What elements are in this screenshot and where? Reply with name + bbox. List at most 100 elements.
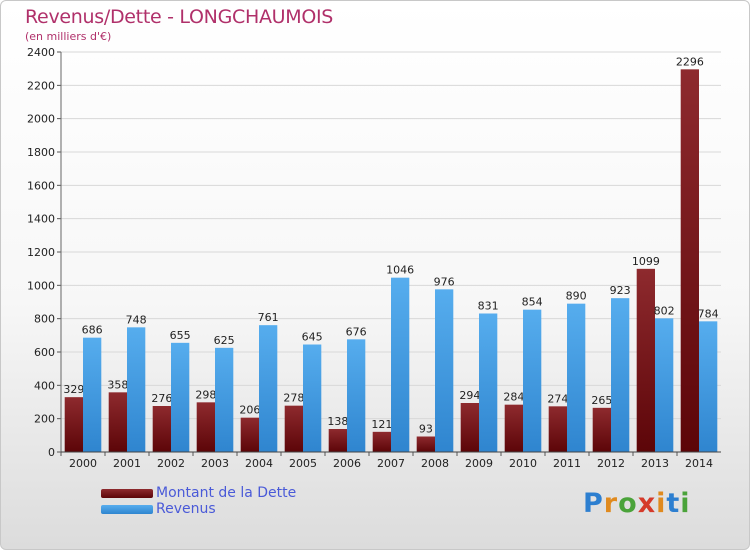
x-tick-label: 2010 [509, 457, 537, 470]
bar-revenus [303, 344, 322, 452]
data-label: 923 [610, 284, 631, 297]
data-label: 93 [419, 423, 433, 436]
bar-dette [64, 397, 83, 452]
bar-dette [152, 406, 171, 452]
x-tick-label: 2006 [333, 457, 361, 470]
x-tick-label: 2014 [685, 457, 713, 470]
x-tick-label: 2005 [289, 457, 317, 470]
data-label: 655 [170, 329, 191, 342]
y-tick-label: 2200 [27, 79, 55, 92]
data-label: 686 [82, 324, 103, 337]
bar-revenus [567, 303, 586, 452]
x-tick-label: 2011 [553, 457, 581, 470]
data-label: 831 [478, 300, 499, 313]
data-label: 676 [346, 325, 367, 338]
bar-revenus [171, 342, 190, 452]
proxiti-logo: Proxiti [583, 488, 691, 519]
bar-dette [240, 417, 259, 452]
bar-dette [548, 406, 567, 452]
data-label: 294 [459, 389, 480, 402]
bar-dette [284, 405, 303, 452]
data-label: 1099 [632, 255, 660, 268]
data-label: 329 [63, 383, 84, 396]
x-tick-label: 2009 [465, 457, 493, 470]
x-tick-label: 2012 [597, 457, 625, 470]
data-label: 2296 [676, 55, 704, 68]
bar-revenus [523, 309, 542, 452]
legend-label-dette: Montant de la Dette [156, 485, 297, 501]
bar-dette [416, 436, 435, 452]
chart-subtitle: (en milliers d'€) [25, 30, 112, 43]
bar-revenus [391, 277, 410, 452]
logo-letter: o [618, 488, 638, 519]
y-tick-label: 1800 [27, 146, 55, 159]
y-tick-label: 2400 [27, 46, 55, 59]
x-tick-label: 2007 [377, 457, 405, 470]
data-label: 784 [698, 307, 719, 320]
bar-dette [196, 402, 215, 452]
data-label: 276 [151, 392, 172, 405]
x-tick-label: 2008 [421, 457, 449, 470]
y-tick-label: 1200 [27, 246, 55, 259]
y-tick-label: 2000 [27, 113, 55, 126]
bar-dette [680, 69, 699, 452]
bar-revenus [655, 318, 674, 452]
data-label: 1046 [386, 264, 414, 277]
data-label: 278 [283, 392, 304, 405]
data-label: 265 [591, 394, 612, 407]
y-tick-label: 400 [34, 379, 55, 392]
data-label: 138 [327, 415, 348, 428]
bar-revenus [479, 313, 498, 452]
x-tick-label: 2013 [641, 457, 669, 470]
data-label: 802 [654, 304, 675, 317]
bar-revenus [611, 298, 630, 452]
legend-label-revenus: Revenus [156, 501, 216, 517]
bar-revenus [435, 289, 454, 452]
data-label: 274 [547, 392, 568, 405]
data-label: 298 [195, 388, 216, 401]
y-tick-label: 1600 [27, 179, 55, 192]
bar-dette [108, 392, 127, 452]
x-tick-label: 2002 [157, 457, 185, 470]
x-tick-label: 2000 [69, 457, 97, 470]
y-tick-label: 1400 [27, 213, 55, 226]
y-tick-label: 200 [34, 413, 55, 426]
logo-letter: r [603, 488, 619, 519]
data-label: 748 [126, 313, 147, 326]
data-label: 854 [522, 296, 543, 309]
logo-letter: i [656, 488, 667, 519]
logo-letter: t [666, 488, 681, 519]
bar-revenus [699, 321, 718, 452]
bar-dette [592, 407, 611, 452]
data-label: 645 [302, 331, 323, 344]
bar-revenus [127, 327, 146, 452]
bar-revenus [83, 337, 102, 452]
bar-dette [504, 404, 523, 452]
data-label: 284 [503, 391, 524, 404]
data-label: 358 [107, 378, 128, 391]
y-tick-label: 600 [34, 346, 55, 359]
x-tick-label: 2003 [201, 457, 229, 470]
y-tick-label: 0 [48, 446, 55, 459]
legend-swatch-revenus [101, 505, 153, 514]
y-tick-label: 1000 [27, 279, 55, 292]
bar-dette [328, 429, 347, 452]
x-tick-label: 2001 [113, 457, 141, 470]
bar-dette [372, 431, 391, 452]
bar-revenus [259, 325, 278, 452]
data-label: 206 [239, 404, 260, 417]
data-label: 976 [434, 275, 455, 288]
data-label: 890 [566, 290, 587, 303]
y-tick-label: 800 [34, 313, 55, 326]
data-label: 625 [214, 334, 235, 347]
x-tick-label: 2004 [245, 457, 273, 470]
bar-dette [636, 268, 655, 452]
data-label: 761 [258, 311, 279, 324]
data-label: 121 [371, 418, 392, 431]
bar-revenus [347, 339, 366, 452]
logo-letter: x [637, 488, 657, 519]
chart-title: Revenus/Dette - LONGCHAUMOIS [25, 6, 334, 28]
logo-letter: P [583, 488, 604, 519]
